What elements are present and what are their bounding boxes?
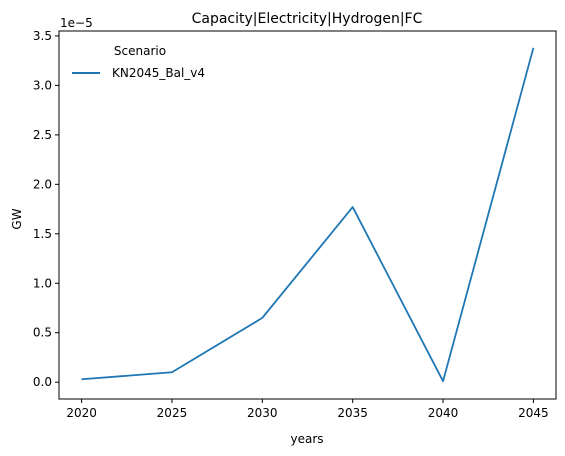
legend-series-label: KN2045_Bal_v4 [112, 66, 205, 80]
x-tick-label: 2030 [247, 406, 278, 420]
y-tick-label: 2.5 [33, 128, 52, 142]
legend[interactable]: Scenario KN2045_Bal_v4 [72, 44, 205, 80]
y-tick-label: 0.5 [33, 326, 52, 340]
x-axis-label: years [290, 432, 323, 446]
y-tick-label: 1.5 [33, 227, 52, 241]
plot-frame [59, 31, 556, 399]
series-layer [82, 48, 534, 381]
y-tick-label: 3.0 [33, 78, 52, 92]
x-tick-label: 2025 [157, 406, 188, 420]
y-tick-label: 2.0 [33, 177, 52, 191]
series-line [82, 48, 534, 381]
x-tick-label: 2040 [428, 406, 459, 420]
x-axis-ticks: 2020 2025 2030 2035 2040 2045 [66, 399, 548, 420]
legend-title: Scenario [114, 44, 166, 58]
chart-title: Capacity|Electricity|Hydrogen|FC [192, 11, 423, 27]
y-axis-label: GW [10, 208, 24, 229]
y-tick-label: 3.5 [33, 29, 52, 43]
x-tick-label: 2020 [66, 406, 97, 420]
y-offset-label: 1e−5 [60, 16, 93, 30]
x-tick-label: 2045 [518, 406, 549, 420]
y-axis-ticks: 0.0 0.5 1.0 1.5 2.0 2.5 3.0 3.5 [33, 29, 59, 389]
y-tick-label: 1.0 [33, 276, 52, 290]
y-tick-label: 0.0 [33, 375, 52, 389]
x-tick-label: 2035 [337, 406, 368, 420]
